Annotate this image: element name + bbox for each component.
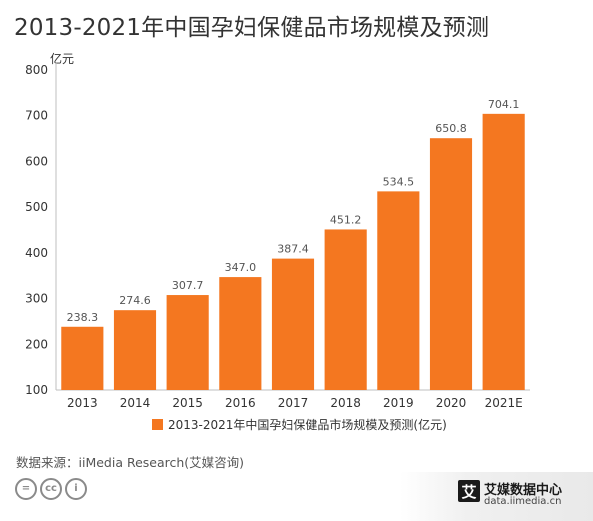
bar [377, 191, 420, 390]
data-label: 274.6 [119, 294, 151, 307]
person-icon: i [65, 478, 87, 500]
bar [429, 138, 473, 390]
y-tick-label: 400 [25, 246, 48, 260]
x-tick-label: 2017 [278, 396, 309, 410]
license-icons: = cc i [15, 478, 87, 500]
data-label: 238.3 [67, 311, 99, 324]
data-label: 451.2 [330, 213, 362, 226]
x-tick-label: 2019 [383, 396, 414, 410]
bar [113, 310, 157, 390]
chart-title: 2013-2021年中国孕妇保健品市场规模及预测 [14, 15, 490, 41]
source-text: 数据来源：iiMedia Research(艾媒咨询) [16, 455, 245, 470]
y-tick-label: 100 [25, 383, 48, 397]
legend-swatch [152, 419, 163, 430]
y-tick-label: 700 [25, 109, 48, 123]
bar [324, 229, 367, 390]
bar [61, 326, 104, 390]
y-tick-label: 500 [25, 200, 48, 214]
data-label: 650.8 [435, 122, 467, 135]
data-label: 704.1 [488, 98, 520, 111]
bar [271, 258, 315, 390]
x-tick-label: 2016 [225, 396, 256, 410]
bar [219, 277, 262, 390]
y-tick-label: 200 [25, 337, 48, 351]
bar [482, 113, 525, 390]
data-label: 387.4 [277, 243, 309, 256]
brand-logo: 艾 [458, 480, 480, 502]
brand-url: data.iimedia.cn [484, 496, 562, 507]
brand-watermark: 艾 艾媒数据中心 data.iimedia.cn [400, 472, 593, 521]
y-tick-label: 600 [25, 154, 48, 168]
x-tick-label: 2015 [172, 396, 203, 410]
equals-icon: = [15, 478, 37, 500]
legend-label: 2013-2021年中国孕妇保健品市场规模及预测(亿元) [168, 417, 447, 432]
x-tick-label: 2020 [436, 396, 467, 410]
x-tick-label: 2013 [67, 396, 98, 410]
data-label: 534.5 [383, 175, 415, 188]
brand-name: 艾媒数据中心 [484, 483, 563, 498]
cc-icon: cc [40, 478, 62, 500]
bar-chart: 亿元 100 200 300 400 500 600 700 800 238.3 2013 274.6… [25, 51, 530, 432]
data-label: 307.7 [172, 279, 204, 292]
y-tick-label: 300 [25, 292, 48, 306]
data-label: 347.0 [225, 261, 257, 274]
x-tick-label: 2021E [485, 396, 523, 410]
x-tick-label: 2018 [330, 396, 361, 410]
y-axis-unit-label: 亿元 [50, 51, 74, 66]
x-tick-label: 2014 [120, 396, 151, 410]
bar [166, 295, 209, 390]
y-tick-label: 800 [25, 63, 48, 77]
